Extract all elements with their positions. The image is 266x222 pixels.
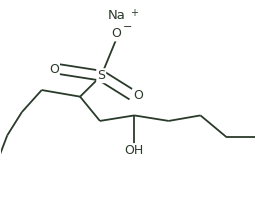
- Text: −: −: [123, 22, 132, 32]
- Text: OH: OH: [125, 144, 144, 157]
- Text: Na: Na: [108, 8, 126, 22]
- Text: O: O: [49, 63, 59, 75]
- Text: O: O: [111, 27, 121, 40]
- Text: O: O: [133, 89, 143, 102]
- Text: +: +: [130, 8, 138, 18]
- Text: S: S: [97, 69, 105, 82]
